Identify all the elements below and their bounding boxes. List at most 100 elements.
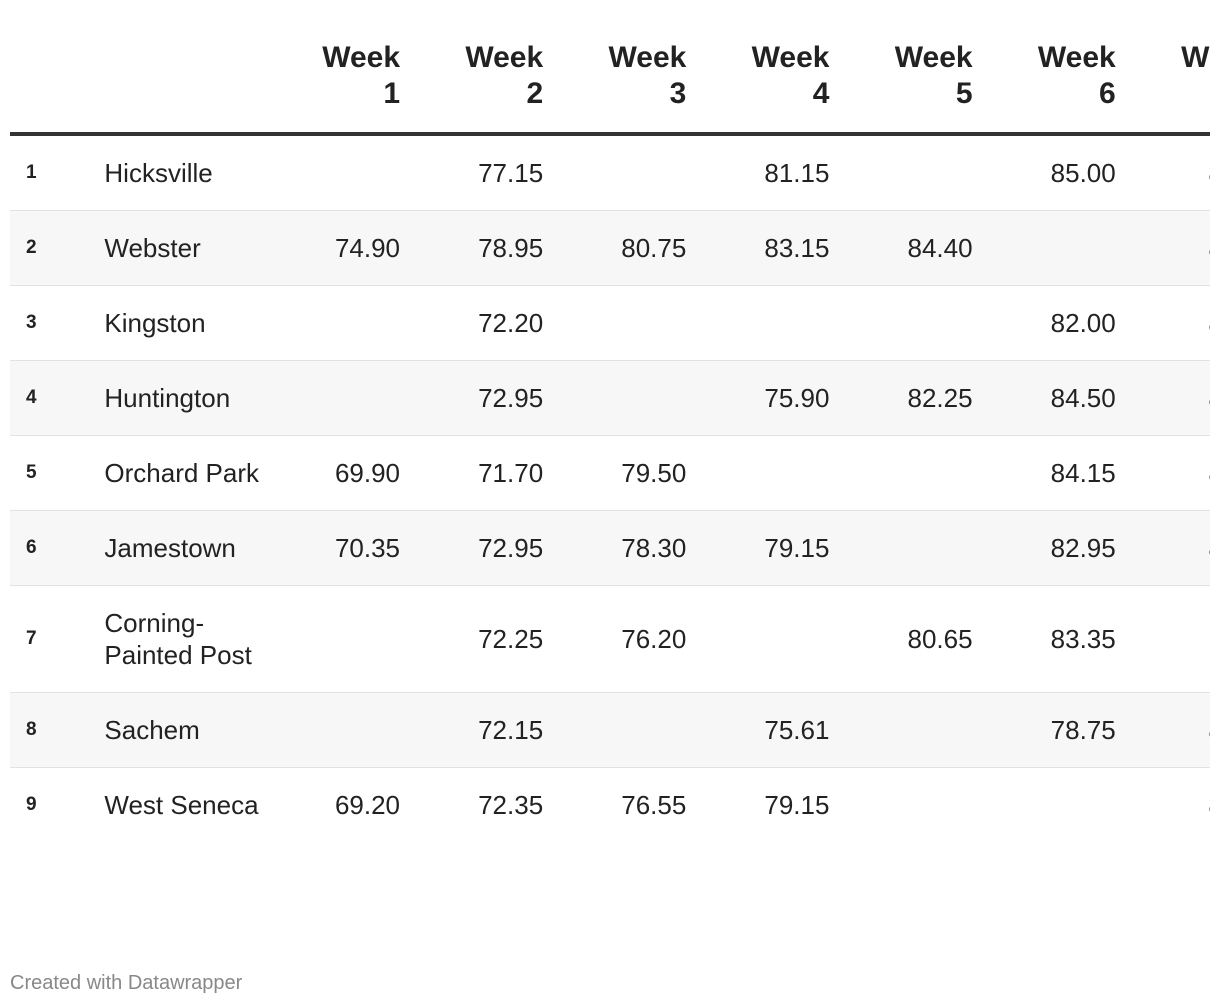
row-school-name: Kingston — [73, 285, 278, 361]
cell-week-2: 72.35 — [478, 790, 544, 820]
cell-week-4 — [707, 435, 851, 511]
cell-week-7: 86.7 — [1136, 134, 1210, 211]
cell-week-4: 83.15 — [707, 210, 851, 286]
credit-text: Created with Datawrapper — [10, 972, 243, 994]
header-week-3[interactable]: Week 3 — [564, 0, 708, 136]
cell-week-7: 85.5 — [1136, 360, 1210, 436]
cell-week-5 — [850, 134, 994, 211]
cell-week-6: 82.95 — [993, 510, 1137, 586]
data-table: Week 1 Week 2 Week 3 Week 4 Week 5 Week … — [10, 0, 1210, 842]
row-school-name: Huntington — [73, 360, 278, 436]
cell-week-3: 76.20 — [564, 585, 708, 693]
cell-week-5 — [850, 768, 993, 843]
cell-week-4: 79.15 — [707, 510, 851, 586]
row-rank: 7 — [10, 585, 74, 693]
row-school-name: Jamestown — [73, 510, 278, 586]
row-school-name: West Seneca — [104, 790, 259, 820]
header-name — [73, 0, 278, 136]
cell-week-5 — [850, 435, 994, 511]
cell-week-7: 86.4 — [1136, 435, 1210, 511]
cell-week-1 — [277, 134, 422, 211]
cell-week-7: 81.9 — [1136, 692, 1210, 768]
cell-week-6: 78.75 — [993, 692, 1137, 768]
cell-week-1: 74.90 — [277, 210, 422, 286]
header-row: Week 1 Week 2 Week 3 Week 4 Week 5 Week … — [10, 0, 1210, 136]
cell-week-4: 79.15 — [764, 790, 830, 820]
cell-week-2: 72.25 — [421, 585, 565, 693]
cell-week-3: 79.50 — [564, 435, 708, 511]
cell-week-6: 84.50 — [993, 360, 1137, 436]
cell-week-5: 80.65 — [850, 585, 994, 693]
cell-week-3: 78.30 — [564, 510, 708, 586]
cell-week-7 — [1136, 585, 1210, 693]
cell-week-2: 78.95 — [421, 210, 565, 286]
cell-week-6: 83.35 — [993, 585, 1137, 693]
cell-week-1 — [277, 692, 422, 768]
row-school-name: Corning-Painted Post — [73, 585, 278, 693]
row-rank: 9 — [26, 794, 37, 815]
row-rank: 8 — [10, 692, 74, 768]
cell-week-2: 72.95 — [421, 510, 565, 586]
row-rank: 6 — [10, 510, 74, 586]
cell-week-2: 77.15 — [421, 134, 565, 211]
row-school-name: Hicksville — [73, 134, 278, 211]
table-body: 1Hicksville77.1581.1585.0086.72Webster74… — [10, 134, 1210, 842]
cell-week-4 — [707, 585, 851, 693]
cell-week-1: 69.90 — [277, 435, 422, 511]
cell-week-1: 70.35 — [277, 510, 422, 586]
cell-week-3 — [564, 692, 708, 768]
table-row: 7 Corning-Painted Post 72.25 76.20 80.65 83.3… — [10, 585, 1210, 693]
cell-week-6: 85.00 — [993, 134, 1137, 211]
cell-week-2: 72.95 — [421, 360, 565, 436]
header-rank — [10, 0, 74, 136]
cell-week-5 — [850, 285, 994, 361]
header-week-6[interactable]: Week 6 — [993, 0, 1137, 136]
cell-week-3 — [564, 134, 708, 211]
row-school-name: Webster — [73, 210, 278, 286]
cell-week-5 — [850, 510, 994, 586]
cell-week-3: 80.75 — [564, 210, 708, 286]
cell-week-2: 72.15 — [421, 692, 565, 768]
cell-week-6: 84.15 — [993, 435, 1137, 511]
header-week-4[interactable]: Week 4 — [707, 0, 851, 136]
cell-week-4: 75.61 — [707, 692, 851, 768]
cell-week-6: 82.00 — [993, 285, 1137, 361]
cell-week-5: 84.40 — [850, 210, 994, 286]
cell-week-5: 82.25 — [850, 360, 994, 436]
row-school-name: Orchard Park — [73, 435, 278, 511]
header-week-5[interactable]: Week 5 — [850, 0, 994, 136]
cell-week-1: 69.20 — [334, 790, 401, 820]
cell-week-2: 72.20 — [421, 285, 565, 361]
table-row: 9 West Seneca 69.20 72.35 76.55 79.15 84.5 — [10, 768, 1210, 843]
cell-week-7: 88.1 — [1136, 210, 1210, 286]
cell-week-1 — [277, 285, 422, 361]
cell-week-4 — [707, 285, 851, 361]
cell-week-3: 76.55 — [621, 790, 687, 820]
cell-week-7: 84.5 — [1137, 768, 1210, 843]
cell-week-4: 81.15 — [707, 134, 851, 211]
cell-week-5 — [850, 692, 994, 768]
cell-week-3 — [564, 360, 708, 436]
cell-week-1 — [277, 360, 422, 436]
row-rank: 1 — [10, 134, 74, 211]
header-week-2[interactable]: Week 2 — [421, 0, 565, 136]
cell-week-3 — [564, 285, 708, 361]
row-rank: 2 — [10, 210, 74, 286]
row-rank: 5 — [10, 435, 74, 511]
cell-week-7: 85.9 — [1136, 510, 1210, 586]
header-week-7[interactable]: Week 7 — [1136, 0, 1210, 136]
header-week-1[interactable]: Week 1 — [277, 0, 422, 136]
row-rank: 4 — [10, 360, 74, 436]
cell-week-6 — [993, 210, 1137, 286]
row-rank: 3 — [10, 285, 74, 361]
cell-week-2: 71.70 — [421, 435, 565, 511]
cell-week-4: 75.90 — [707, 360, 851, 436]
cell-week-6 — [994, 768, 1137, 843]
